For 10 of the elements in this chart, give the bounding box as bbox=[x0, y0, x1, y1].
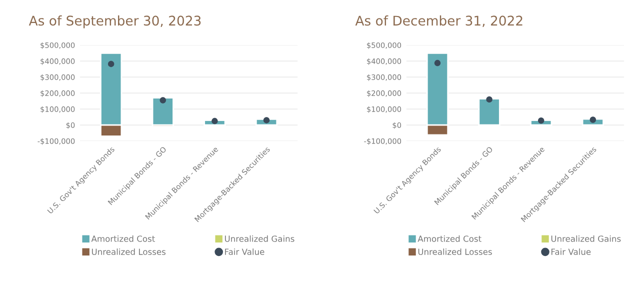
legend-label: Fair Value bbox=[225, 248, 264, 255]
legend-label: Fair Value bbox=[551, 248, 591, 255]
legend-label: Unrealized Losses bbox=[418, 248, 492, 255]
legend-label: Unrealized Gains bbox=[551, 235, 621, 242]
chart-title: As of September 30, 2023 bbox=[28, 15, 201, 28]
legend-label: Unrealized Gains bbox=[224, 235, 294, 242]
legend-label: Unrealized Losses bbox=[92, 248, 166, 255]
chart-title: As of December 31, 2022 bbox=[355, 15, 522, 27]
legend-label: Amortized Cost bbox=[91, 235, 155, 242]
legend-label: Amortized Cost bbox=[418, 235, 482, 242]
